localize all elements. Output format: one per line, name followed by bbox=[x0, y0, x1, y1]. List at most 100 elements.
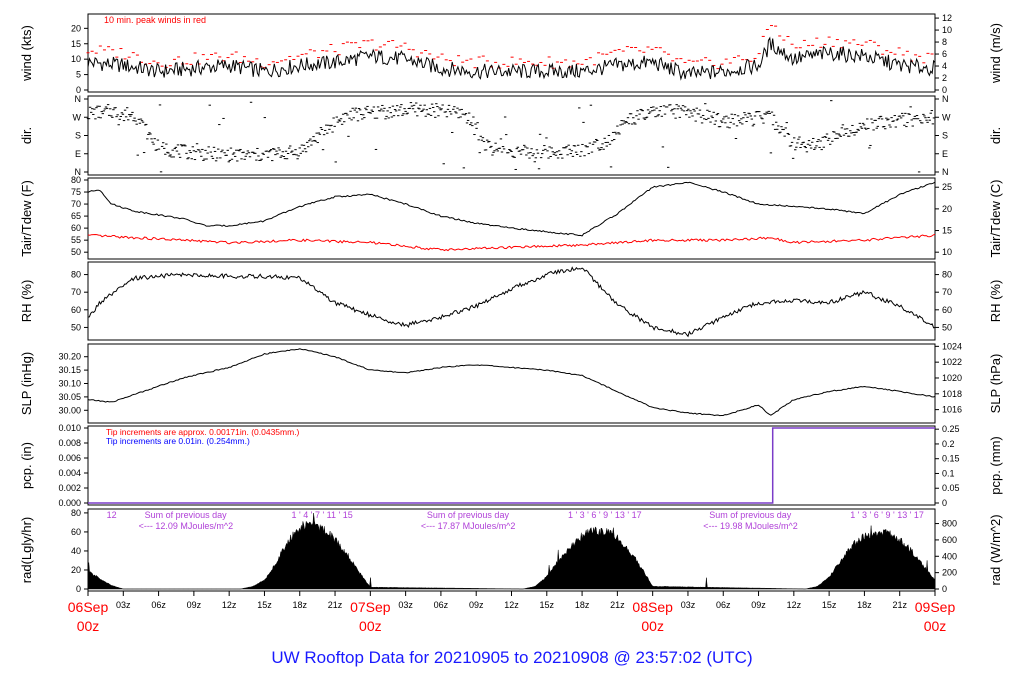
temp-left-tick-label: 70 bbox=[71, 199, 81, 209]
rad-ylabel-right: rad (W/m^2) bbox=[988, 514, 1003, 585]
pcp-right-tick-label: 0.2 bbox=[942, 439, 955, 449]
rad-summary-value: <--- 12.09 MJoules/m^2 bbox=[139, 521, 234, 531]
pcp-right-tick-label: 0.1 bbox=[942, 468, 955, 478]
x-tick-label: 21z bbox=[328, 600, 343, 610]
rad-summary-title: Sum of previous day bbox=[709, 510, 792, 520]
rh-right-tick-label: 80 bbox=[942, 270, 952, 280]
rad-sunhour-label: 1 ' 3 ' 6 ' 9 ' 13 ' 17 bbox=[568, 510, 642, 520]
wind-ylabel-left: wind (kts) bbox=[19, 25, 34, 82]
rh-left-tick-label: 60 bbox=[71, 305, 81, 315]
x-tick-label: 12z bbox=[222, 600, 237, 610]
rad-right-tick-label: 800 bbox=[942, 519, 957, 529]
x-tick-label: 09z bbox=[187, 600, 202, 610]
rad-summary-title: Sum of previous day bbox=[145, 510, 228, 520]
rad-summary-title: Sum of previous day bbox=[427, 510, 510, 520]
dir-right-tick-label: S bbox=[942, 131, 948, 141]
x-tick-label: 06z bbox=[716, 600, 731, 610]
x-day-time-label: 00z bbox=[77, 618, 100, 634]
rh-right-tick-label: 50 bbox=[942, 322, 952, 332]
x-tick-label: 18z bbox=[575, 600, 590, 610]
dir-right-tick-label: N bbox=[942, 167, 949, 177]
pcp-right-tick-label: 0.25 bbox=[942, 424, 960, 434]
slp-right-tick-label: 1020 bbox=[942, 373, 962, 383]
rh-right-tick-label: 60 bbox=[942, 305, 952, 315]
wind-right-tick-label: 12 bbox=[942, 13, 952, 23]
dir-left-tick-label: E bbox=[75, 149, 81, 159]
wind-left-tick-label: 5 bbox=[76, 70, 81, 80]
wind-ylabel-right: wind (m/s) bbox=[988, 23, 1003, 84]
precip-line bbox=[88, 427, 935, 504]
x-tick-label: 03z bbox=[398, 600, 413, 610]
slp-left-tick-label: 30.00 bbox=[58, 405, 81, 415]
pcp-ylabel-left: pcp. (in) bbox=[19, 442, 34, 489]
dir-right-tick-label: W bbox=[942, 112, 951, 122]
rad-right-tick-label: 600 bbox=[942, 535, 957, 545]
slp-ylabel-left: SLP (inHg) bbox=[19, 352, 34, 415]
rad-left-tick-label: 20 bbox=[71, 565, 81, 575]
x-day-time-label: 00z bbox=[924, 618, 947, 634]
rad-ylabel-left: rad(Lgly/hr) bbox=[19, 517, 34, 583]
rad-sunhour-label: 12 bbox=[107, 510, 117, 520]
rh-ylabel-right: RH (%) bbox=[988, 280, 1003, 323]
radiation-area bbox=[87, 513, 936, 590]
figure-title: UW Rooftop Data for 20210905 to 20210908… bbox=[271, 648, 753, 667]
dir-right-tick-label: N bbox=[942, 94, 949, 104]
x-day-date-label: 09Sep bbox=[915, 599, 956, 615]
dir-right-tick-label: E bbox=[942, 149, 948, 159]
temp-right-tick-label: 10 bbox=[942, 247, 952, 257]
temp-panel-frame bbox=[87, 177, 936, 260]
rh-ylabel-left: RH (%) bbox=[19, 280, 34, 323]
dir-panel-frame bbox=[87, 95, 936, 176]
slp-line bbox=[87, 348, 936, 417]
x-tick-label: 15z bbox=[257, 600, 272, 610]
tdew-line bbox=[87, 233, 936, 252]
pcp-left-tick-label: 0.008 bbox=[58, 438, 81, 448]
temp-ylabel-left: Tair/Tdew (F) bbox=[19, 180, 34, 257]
x-tick-label: 03z bbox=[681, 600, 696, 610]
temp-right-tick-label: 20 bbox=[942, 204, 952, 214]
rh-left-tick-label: 80 bbox=[71, 270, 81, 280]
temp-right-tick-label: 25 bbox=[942, 182, 952, 192]
x-tick-label: 09z bbox=[469, 600, 484, 610]
slp-right-tick-label: 1018 bbox=[942, 389, 962, 399]
wind-right-tick-label: 8 bbox=[942, 37, 947, 47]
rh-left-tick-label: 70 bbox=[71, 287, 81, 297]
x-tick-label: 15z bbox=[822, 600, 837, 610]
wind-right-tick-label: 2 bbox=[942, 73, 947, 83]
x-tick-label: 15z bbox=[540, 600, 555, 610]
temp-left-tick-label: 80 bbox=[71, 175, 81, 185]
pcp-annotation-approx: Tip increments are approx. 0.00171in. (0… bbox=[106, 427, 300, 437]
dir-left-tick-label: N bbox=[75, 94, 82, 104]
pcp-left-tick-label: 0.002 bbox=[58, 483, 81, 493]
x-tick-label: 21z bbox=[610, 600, 625, 610]
x-tick-label: 06z bbox=[151, 600, 166, 610]
rh-line bbox=[87, 266, 936, 338]
pcp-right-tick-label: 0 bbox=[942, 498, 947, 508]
wind-annotation: 10 min. peak winds in red bbox=[104, 15, 206, 25]
dir-left-tick-label: W bbox=[73, 112, 82, 122]
x-tick-label: 18z bbox=[292, 600, 307, 610]
slp-left-tick-label: 30.10 bbox=[58, 379, 81, 389]
wind-left-tick-label: 15 bbox=[71, 39, 81, 49]
pcp-annotation-tip: Tip increments are 0.01in. (0.254mm.) bbox=[106, 436, 250, 446]
x-tick-label: 09z bbox=[751, 600, 766, 610]
tair-line bbox=[87, 181, 936, 237]
temp-left-tick-label: 75 bbox=[71, 187, 81, 197]
slp-right-tick-label: 1016 bbox=[942, 405, 962, 415]
slp-left-tick-label: 30.15 bbox=[58, 365, 81, 375]
rad-left-tick-label: 80 bbox=[71, 508, 81, 518]
rad-right-tick-label: 400 bbox=[942, 551, 957, 561]
pcp-ylabel-right: pcp. (mm) bbox=[988, 436, 1003, 495]
wind-right-tick-label: 4 bbox=[942, 61, 947, 71]
x-day-time-label: 00z bbox=[359, 618, 382, 634]
wind-speed-line bbox=[87, 36, 936, 81]
temp-left-tick-label: 50 bbox=[71, 247, 81, 257]
rad-left-tick-label: 0 bbox=[76, 584, 81, 594]
pcp-left-tick-label: 0.000 bbox=[58, 498, 81, 508]
slp-ylabel-right: SLP (hPa) bbox=[988, 354, 1003, 414]
temp-left-tick-label: 60 bbox=[71, 223, 81, 233]
rh-panel-frame bbox=[87, 261, 936, 341]
rad-sunhour-label: 1 ' 3 ' 6 ' 9 ' 13 ' 17 bbox=[850, 510, 924, 520]
dir-ylabel-left: dir. bbox=[19, 127, 34, 144]
